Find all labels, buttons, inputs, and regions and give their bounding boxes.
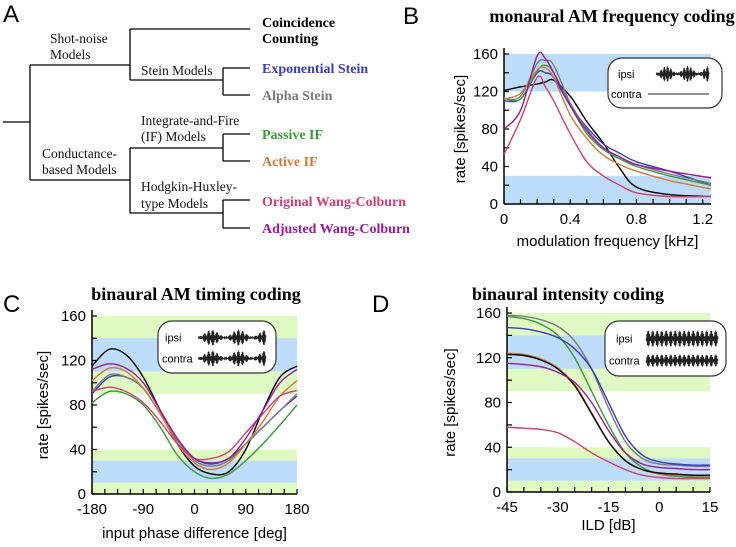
ipsi-waveform-icon xyxy=(655,65,710,82)
x-tick-label: 1.2 xyxy=(692,211,713,228)
node-stein: Stein Models xyxy=(141,63,213,78)
chart-title: binaural AM timing coding xyxy=(91,284,301,304)
series-line-adjusted-wang-colburn xyxy=(506,362,711,471)
series-line-coincidence-counting xyxy=(503,78,712,198)
panel-letter-d: D xyxy=(372,291,389,318)
x-tick-label: 0 xyxy=(190,501,198,518)
chart-title: monaural AM frequency coding xyxy=(489,6,734,26)
y-tick-label: 40 xyxy=(484,439,501,456)
chart-binaural-am-timing: binaural AM timing coding -180 -90 0 90 180 0 4… xyxy=(35,284,310,542)
inset-ipsi-label: ipsi xyxy=(165,333,182,345)
node-hh-1: Hodgkin-Huxley- xyxy=(141,179,237,194)
x-tick-label: 0 xyxy=(500,211,508,228)
series-line-original-wang-colburn xyxy=(506,426,710,480)
panel-letter-c: C xyxy=(3,291,20,318)
node-if-2: (IF) Models xyxy=(141,129,206,144)
leaf-adjusted-wang-colburn: Adjusted Wang-Colburn xyxy=(262,222,410,237)
inset-contra-label: contra xyxy=(162,353,193,365)
x-tick-label: -45 xyxy=(496,499,518,516)
series-line-alpha-stein xyxy=(91,373,298,467)
node-conductance-1: Conductance- xyxy=(42,146,117,161)
leaf-original-wang-colburn: Original Wang-Colburn xyxy=(262,195,406,210)
y-tick-label: 80 xyxy=(481,121,498,138)
series-line-adjusted-wang-colburn xyxy=(503,51,712,179)
model-tree xyxy=(3,28,250,229)
x-tick-label: 15 xyxy=(702,499,719,516)
leaf-alpha-stein: Alpha Stein xyxy=(262,89,333,104)
ipsi-waveform-icon xyxy=(645,330,719,347)
series-line-adjusted-wang-colburn xyxy=(91,363,298,464)
chart-monaural-am: monaural AM frequency coding 0 0.4 0.8 1.2 0 4… xyxy=(452,6,735,250)
x-tick-label: 90 xyxy=(237,501,254,518)
series-line-passive-if xyxy=(506,315,711,479)
stimulus-inset xyxy=(604,320,727,377)
y-tick-label: 40 xyxy=(481,159,498,176)
y-tick-label: 0 xyxy=(490,196,498,213)
inset-contra-label: contra xyxy=(609,356,640,368)
inset-contra-label: contra xyxy=(611,89,642,101)
series-line-exponential-stein xyxy=(506,326,711,466)
leaf-active-if: Active IF xyxy=(262,155,318,170)
x-tick-label: 180 xyxy=(284,501,309,518)
leaf-coincidence-2: Counting xyxy=(262,32,318,47)
node-shot-noise-1: Shot-noise xyxy=(50,31,108,46)
band-green xyxy=(507,480,710,492)
x-tick-label: 0.4 xyxy=(560,211,581,228)
leaf-exponential-stein: Exponential Stein xyxy=(262,62,368,77)
band-blue xyxy=(504,175,711,204)
x-tick-label: 0.8 xyxy=(626,211,647,228)
band-green xyxy=(507,447,710,459)
series-line-coincidence-counting xyxy=(506,353,711,476)
y-tick-label: 80 xyxy=(484,395,501,412)
x-tick-label: -90 xyxy=(132,501,154,518)
y-tick-label: 120 xyxy=(473,84,498,101)
y-tick-label: 120 xyxy=(61,353,86,370)
y-tick-label: 120 xyxy=(476,350,501,367)
tree-branches xyxy=(3,28,250,229)
inset-ipsi-label: ipsi xyxy=(616,334,633,346)
x-axis-label: input phase difference [deg] xyxy=(102,525,287,542)
leaf-coincidence-1: Coincidence xyxy=(262,16,335,31)
y-tick-label: 160 xyxy=(476,305,501,322)
chart-title: binaural intensity coding xyxy=(472,284,664,304)
series-line-active-if xyxy=(91,367,298,471)
inset-ipsi-label: ipsi xyxy=(618,69,635,81)
y-tick-label: 160 xyxy=(61,308,86,325)
panel-letter-a: A xyxy=(3,1,19,28)
y-axis-label: rate [spikes/sec] xyxy=(35,351,52,459)
y-tick-label: 160 xyxy=(473,46,498,63)
ipsi-waveform-icon xyxy=(197,329,267,346)
x-axis-label: modulation frequency [kHz] xyxy=(517,233,699,250)
panel-letter-b: B xyxy=(403,3,419,30)
y-tick-label: 40 xyxy=(69,442,86,459)
y-axis-label: rate [spikes/sec] xyxy=(442,348,459,456)
series-line-passive-if xyxy=(91,390,298,480)
y-tick-label: 0 xyxy=(493,484,501,501)
series-line-active-if xyxy=(503,66,712,190)
x-tick-label: -180 xyxy=(77,501,107,518)
y-axis-label: rate [spikes/sec] xyxy=(452,75,469,183)
x-tick-label: 0 xyxy=(655,499,663,516)
x-tick-label: -15 xyxy=(598,499,620,516)
series-line-original-wang-colburn xyxy=(503,75,712,198)
contra-waveform-icon xyxy=(197,350,267,367)
contra-waveform-icon xyxy=(645,354,719,367)
node-hh-2: type Models xyxy=(141,196,208,211)
series-line-alpha-stein xyxy=(506,314,711,468)
x-axis-label: ILD [dB] xyxy=(581,517,635,534)
x-tick-label: -30 xyxy=(547,499,569,516)
band-green xyxy=(92,482,297,494)
node-shot-noise-2: Models xyxy=(50,47,91,62)
leaf-passive-if: Passive IF xyxy=(262,128,323,143)
series-line-passive-if xyxy=(503,64,712,186)
chart-binaural-intensity: binaural intensity coding -45 -30 -15 0 15 0 40… xyxy=(442,284,727,534)
y-tick-label: 0 xyxy=(78,486,86,503)
node-if-1: Integrate-and-Fire xyxy=(141,113,239,128)
node-conductance-2: based Models xyxy=(42,162,117,177)
y-tick-label: 80 xyxy=(69,397,86,414)
stimulus-inset xyxy=(607,57,723,109)
band-green xyxy=(92,449,297,461)
